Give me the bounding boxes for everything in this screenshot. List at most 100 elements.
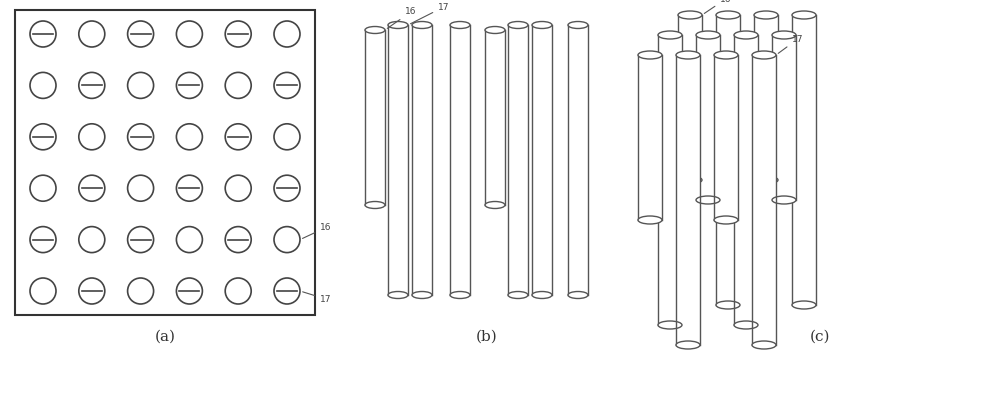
Text: 17: 17 [778, 35, 804, 53]
Ellipse shape [450, 21, 470, 28]
Ellipse shape [450, 291, 470, 298]
Circle shape [79, 21, 105, 47]
Ellipse shape [734, 31, 758, 39]
Polygon shape [714, 55, 738, 220]
Polygon shape [532, 25, 552, 295]
Polygon shape [658, 35, 682, 325]
Circle shape [176, 175, 202, 201]
Circle shape [274, 226, 300, 253]
Ellipse shape [752, 341, 776, 349]
Ellipse shape [365, 26, 385, 34]
Polygon shape [772, 35, 796, 200]
Circle shape [176, 124, 202, 150]
Polygon shape [678, 15, 702, 180]
Ellipse shape [532, 291, 552, 298]
Ellipse shape [412, 291, 432, 298]
Circle shape [176, 21, 202, 47]
Polygon shape [754, 15, 778, 180]
Polygon shape [792, 15, 816, 305]
Circle shape [30, 226, 56, 253]
Ellipse shape [714, 216, 738, 224]
Ellipse shape [716, 11, 740, 19]
Ellipse shape [676, 51, 700, 59]
Ellipse shape [532, 21, 552, 28]
Text: 16: 16 [303, 223, 332, 238]
Circle shape [176, 278, 202, 304]
Ellipse shape [772, 196, 796, 204]
Ellipse shape [508, 291, 528, 298]
Circle shape [79, 278, 105, 304]
Ellipse shape [752, 51, 776, 59]
Ellipse shape [365, 201, 385, 208]
Circle shape [128, 175, 154, 201]
Polygon shape [568, 25, 588, 295]
Ellipse shape [696, 196, 720, 204]
Circle shape [225, 226, 251, 253]
Text: 16: 16 [704, 0, 732, 14]
Circle shape [176, 226, 202, 253]
Ellipse shape [678, 176, 702, 184]
Circle shape [274, 278, 300, 304]
Polygon shape [676, 55, 700, 345]
Circle shape [30, 175, 56, 201]
Circle shape [128, 278, 154, 304]
Circle shape [79, 72, 105, 98]
Polygon shape [508, 25, 528, 295]
Ellipse shape [754, 11, 778, 19]
Circle shape [274, 72, 300, 98]
Circle shape [128, 226, 154, 253]
Ellipse shape [568, 291, 588, 298]
Polygon shape [412, 25, 432, 295]
Ellipse shape [734, 321, 758, 329]
Circle shape [128, 72, 154, 98]
Polygon shape [365, 30, 385, 205]
Polygon shape [696, 35, 720, 200]
Circle shape [225, 72, 251, 98]
Ellipse shape [676, 341, 700, 349]
Polygon shape [485, 30, 505, 205]
Ellipse shape [638, 51, 662, 59]
Circle shape [79, 175, 105, 201]
Circle shape [30, 278, 56, 304]
Ellipse shape [678, 11, 702, 19]
Polygon shape [752, 55, 776, 345]
Circle shape [274, 124, 300, 150]
Text: (c): (c) [810, 330, 830, 344]
Text: (b): (b) [476, 330, 498, 344]
Text: 17: 17 [303, 292, 332, 303]
Ellipse shape [658, 31, 682, 39]
Text: (a): (a) [154, 330, 176, 344]
Circle shape [79, 226, 105, 253]
Circle shape [225, 21, 251, 47]
Circle shape [30, 21, 56, 47]
Ellipse shape [638, 216, 662, 224]
Circle shape [225, 175, 251, 201]
Polygon shape [388, 25, 408, 295]
Circle shape [128, 124, 154, 150]
Ellipse shape [485, 201, 505, 208]
Ellipse shape [388, 291, 408, 298]
Circle shape [30, 124, 56, 150]
Ellipse shape [485, 26, 505, 34]
Ellipse shape [716, 301, 740, 309]
Ellipse shape [754, 176, 778, 184]
Bar [15, 10, 315, 315]
Text: 16: 16 [387, 7, 416, 28]
Ellipse shape [412, 21, 432, 28]
Polygon shape [734, 35, 758, 325]
Circle shape [79, 124, 105, 150]
Ellipse shape [696, 31, 720, 39]
Circle shape [176, 72, 202, 98]
Circle shape [225, 278, 251, 304]
Ellipse shape [792, 301, 816, 309]
Text: 17: 17 [410, 2, 450, 24]
Circle shape [274, 175, 300, 201]
Ellipse shape [388, 21, 408, 28]
Ellipse shape [714, 51, 738, 59]
Ellipse shape [658, 321, 682, 329]
Circle shape [225, 124, 251, 150]
Polygon shape [450, 25, 470, 295]
Ellipse shape [568, 21, 588, 28]
Circle shape [274, 21, 300, 47]
Polygon shape [638, 55, 662, 220]
